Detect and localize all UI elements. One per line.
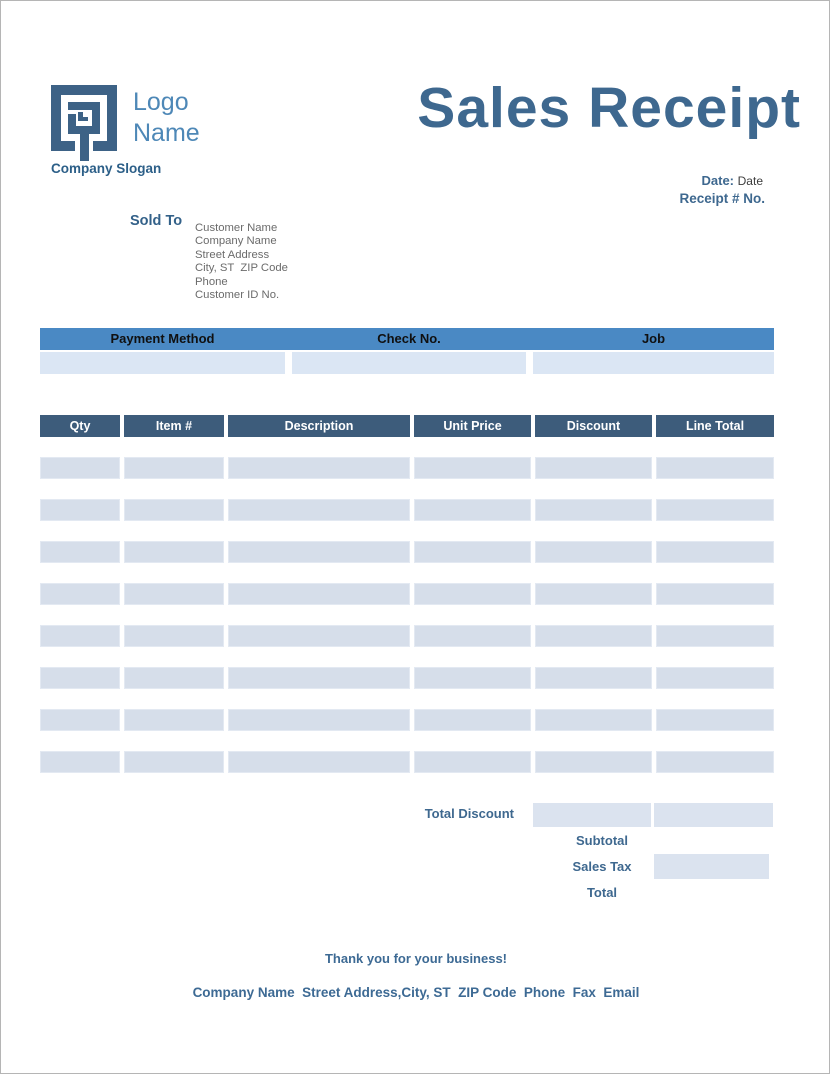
item-cell[interactable] <box>656 625 774 647</box>
item-cell[interactable] <box>414 625 531 647</box>
item-cell[interactable] <box>40 457 120 479</box>
job-header: Job <box>641 331 666 346</box>
unit-price-header: Unit Price <box>414 415 531 437</box>
item-cell[interactable] <box>414 583 531 605</box>
receipt-number[interactable]: Receipt # No. <box>679 191 765 206</box>
item-cell[interactable] <box>40 709 120 731</box>
date-row: Date: Date <box>702 173 764 188</box>
payment-table: Payment Method Check No. Job <box>40 328 774 374</box>
item-row <box>40 457 774 479</box>
date-label: Date: <box>701 173 735 188</box>
item-cell[interactable] <box>414 541 531 563</box>
item-row <box>40 583 774 605</box>
item-cell[interactable] <box>535 751 652 773</box>
payment-method-field[interactable] <box>40 352 285 374</box>
payment-table-row <box>40 352 774 374</box>
logo-name: Logo Name <box>133 88 200 147</box>
item-cell[interactable] <box>40 499 120 521</box>
item-row <box>40 667 774 689</box>
item-cell[interactable] <box>40 583 120 605</box>
item-cell[interactable] <box>535 583 652 605</box>
item-cell[interactable] <box>124 667 224 689</box>
job-field[interactable] <box>533 352 774 374</box>
item-cell[interactable] <box>228 583 410 605</box>
sales-tax-label: Sales Tax <box>572 859 632 874</box>
line-items-header: Qty Item # Description Unit Price Discou… <box>40 415 774 437</box>
item-cell[interactable] <box>656 457 774 479</box>
item-cell[interactable] <box>228 499 410 521</box>
item-cell[interactable] <box>535 499 652 521</box>
subtotal-label: Subtotal <box>576 833 628 848</box>
item-cell[interactable] <box>414 751 531 773</box>
sold-to-label: Sold To <box>130 213 183 229</box>
item-row <box>40 751 774 773</box>
item-cell[interactable] <box>228 457 410 479</box>
item-cell[interactable] <box>124 625 224 647</box>
line-total-header: Line Total <box>656 415 774 437</box>
item-cell[interactable] <box>656 541 774 563</box>
item-cell[interactable] <box>40 541 120 563</box>
payment-table-header: Payment Method Check No. Job <box>40 328 774 350</box>
logo-maze-icon <box>51 85 117 161</box>
date-value[interactable]: Date <box>737 174 763 188</box>
item-cell[interactable] <box>656 583 774 605</box>
item-cell[interactable] <box>535 457 652 479</box>
item-cell[interactable] <box>535 625 652 647</box>
sales-tax-field[interactable] <box>654 854 769 879</box>
item-cell[interactable] <box>40 625 120 647</box>
item-cell[interactable] <box>124 457 224 479</box>
line-items-table: Qty Item # Description Unit Price Discou… <box>40 415 774 773</box>
company-slogan: Company Slogan <box>51 161 162 176</box>
item-cell[interactable] <box>535 541 652 563</box>
item-row <box>40 541 774 563</box>
check-no-header: Check No. <box>377 331 441 346</box>
item-cell[interactable] <box>124 709 224 731</box>
discount-header: Discount <box>535 415 652 437</box>
total-discount-label: Total Discount <box>424 806 514 821</box>
total-discount-field[interactable] <box>533 803 651 827</box>
item-cell[interactable] <box>414 709 531 731</box>
item-cell[interactable] <box>656 667 774 689</box>
item-cell[interactable] <box>124 583 224 605</box>
description-header: Description <box>228 415 410 437</box>
thank-you-message: Thank you for your business! <box>324 951 508 966</box>
item-cell[interactable] <box>228 667 410 689</box>
items-rows <box>40 457 774 773</box>
item-cell[interactable] <box>535 667 652 689</box>
item-cell[interactable] <box>414 667 531 689</box>
total-label: Total <box>586 885 618 900</box>
item-no-header: Item # <box>124 415 224 437</box>
item-cell[interactable] <box>124 751 224 773</box>
check-no-field[interactable] <box>292 352 526 374</box>
item-cell[interactable] <box>535 709 652 731</box>
item-cell[interactable] <box>40 751 120 773</box>
page-title: Sales Receipt <box>417 76 801 140</box>
item-cell[interactable] <box>656 499 774 521</box>
total-discount-line-field[interactable] <box>654 803 773 827</box>
item-row <box>40 625 774 647</box>
item-cell[interactable] <box>228 625 410 647</box>
qty-header: Qty <box>40 415 120 437</box>
item-cell[interactable] <box>656 709 774 731</box>
item-cell[interactable] <box>124 499 224 521</box>
item-cell[interactable] <box>228 709 410 731</box>
customer-address-block[interactable]: Customer Name Company Name Street Addres… <box>195 222 288 302</box>
payment-method-header: Payment Method <box>110 331 215 346</box>
item-cell[interactable] <box>228 751 410 773</box>
footer-company-line: Company Name Street Address,City, ST ZIP… <box>192 985 640 1000</box>
item-row <box>40 499 774 521</box>
item-cell[interactable] <box>656 751 774 773</box>
item-cell[interactable] <box>414 499 531 521</box>
item-cell[interactable] <box>124 541 224 563</box>
item-cell[interactable] <box>40 667 120 689</box>
item-row <box>40 709 774 731</box>
item-cell[interactable] <box>414 457 531 479</box>
item-cell[interactable] <box>228 541 410 563</box>
